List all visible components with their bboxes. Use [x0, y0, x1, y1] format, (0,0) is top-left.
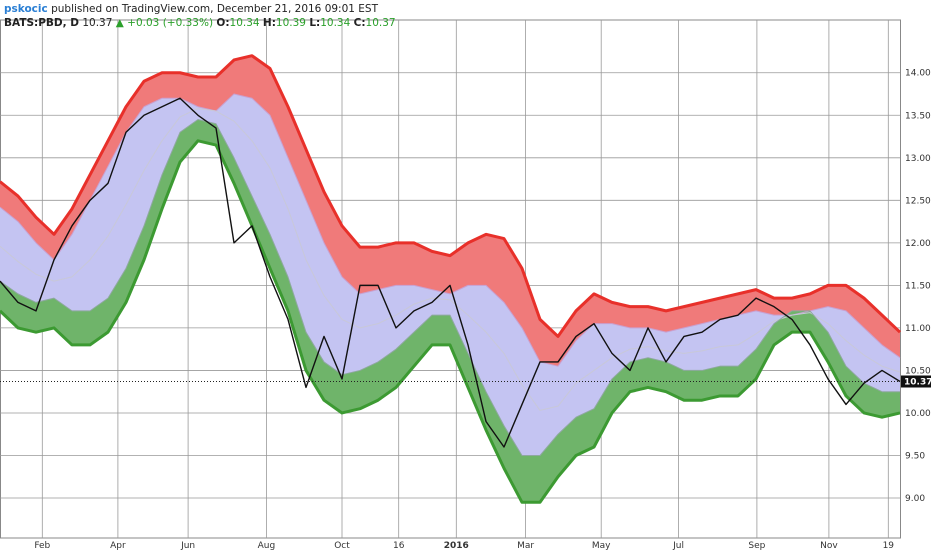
y-tick-label: 14.00 — [905, 69, 931, 79]
series-line — [0, 139, 901, 504]
x-tick-label: Jul — [672, 541, 684, 550]
symbol: BATS:PBD, D — [4, 17, 80, 29]
ohlc-value: 10.39 — [275, 17, 306, 29]
header: pskocic published on TradingView.com, De… — [4, 2, 396, 30]
ohlc-label: L: — [309, 17, 321, 29]
ohlc-value: 10.34 — [229, 17, 260, 29]
x-tick-label: Sep — [748, 541, 765, 550]
ohlc-value: 10.34 — [320, 17, 351, 29]
ohlc-label: O: — [216, 17, 230, 29]
y-tick-label: 11.50 — [905, 281, 931, 291]
x-tick-label: 2016 — [444, 541, 469, 550]
x-tick-label: Nov — [820, 541, 838, 550]
header-line-2: BATS:PBD, D 10.37 ▲ +0.03 (+0.33%) O:10.… — [4, 16, 396, 30]
y-tick-label: 12.00 — [905, 239, 931, 249]
change: ▲ +0.03 (+0.33%) — [115, 17, 214, 29]
header-line-1: pskocic published on TradingView.com, De… — [4, 2, 396, 16]
ohlc-label: H: — [262, 17, 276, 29]
series-line — [0, 93, 901, 367]
y-tick-label: 13.00 — [905, 154, 931, 164]
last-price-tag — [901, 375, 931, 388]
series-line — [0, 97, 901, 448]
last-price-label: 10.37 — [904, 377, 932, 387]
y-tick-label: 9.00 — [905, 494, 925, 504]
x-tick-label: Jun — [180, 541, 195, 550]
ohlc-value: 10.37 — [365, 17, 396, 29]
last: 10.37 — [82, 17, 113, 29]
y-tick-label: 9.50 — [905, 451, 925, 461]
x-tick-label: 19 — [883, 541, 895, 550]
series-line — [0, 107, 901, 411]
y-tick-label: 11.00 — [905, 324, 931, 334]
band-fill — [0, 94, 900, 456]
y-tick-label: 10.50 — [905, 366, 931, 376]
ohlc-label: C: — [353, 17, 366, 29]
y-tick-label: 13.50 — [905, 111, 931, 121]
y-tick-label: 12.50 — [905, 196, 931, 206]
x-tick-label: Feb — [34, 541, 50, 550]
series-line — [0, 54, 902, 338]
author[interactable]: pskocic — [4, 3, 48, 15]
x-tick-label: Oct — [334, 541, 350, 550]
x-tick-label: 16 — [393, 541, 405, 550]
y-tick-label: 10.00 — [905, 409, 931, 419]
x-tick-label: Aug — [258, 541, 276, 550]
x-tick-label: May — [592, 541, 611, 550]
x-tick-label: Apr — [110, 541, 126, 550]
published: published on TradingView.com, December 2… — [51, 3, 379, 15]
x-tick-label: Mar — [517, 541, 534, 550]
series-line — [0, 119, 900, 456]
